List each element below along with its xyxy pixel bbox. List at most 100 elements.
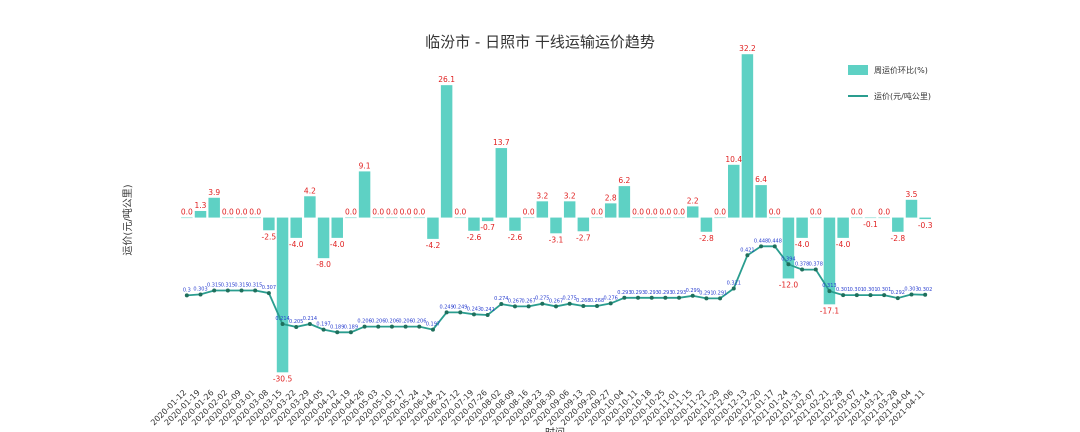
price-point [663, 295, 668, 300]
bar [618, 186, 631, 218]
bar-value-label: 0.0 [646, 208, 658, 217]
bar [276, 217, 289, 373]
price-value-label: 0.315 [221, 282, 235, 288]
bar-value-label: 0.0 [769, 208, 781, 217]
price-point [321, 327, 326, 332]
bar-value-label: -4.0 [795, 240, 810, 249]
price-point [348, 330, 353, 335]
bar [864, 217, 877, 219]
price-value-label: 0.268 [576, 298, 590, 304]
price-point [184, 293, 189, 298]
bar-value-label: 2.8 [605, 193, 617, 202]
price-value-label: 0.293 [658, 290, 672, 296]
bar-value-label: -2.8 [890, 234, 905, 243]
price-point [526, 304, 531, 309]
price-point [608, 301, 613, 306]
bar-value-label: 10.4 [725, 155, 742, 164]
bar-value-label: 0.0 [878, 208, 890, 217]
price-point [417, 324, 422, 329]
chart-title: 临汾市 - 日照市 干线运输运价趋势 [425, 33, 655, 51]
bar-value-label: 3.2 [564, 191, 576, 200]
bar [755, 185, 767, 218]
price-value-label: 0.299 [686, 288, 700, 294]
bar [290, 217, 302, 238]
bar-value-label: 0.0 [523, 208, 535, 217]
price-value-label: 0.321 [727, 280, 741, 286]
price-point [458, 310, 463, 315]
price-value-label: 0.197 [316, 322, 330, 328]
bar [851, 217, 863, 219]
legend-swatch [848, 65, 868, 75]
price-point [759, 244, 764, 249]
price-point [745, 253, 750, 258]
price-value-label: 0.315 [248, 282, 262, 288]
bar [468, 217, 480, 231]
price-point [512, 304, 517, 309]
bar [714, 217, 726, 219]
bar-value-label: 0.0 [236, 208, 248, 217]
bar-value-label: -8.0 [316, 260, 331, 269]
price-value-label: 0.448 [768, 238, 782, 244]
price-point [882, 293, 887, 298]
bar [263, 217, 275, 231]
bar [440, 85, 453, 218]
bar-value-label: -2.6 [508, 233, 523, 242]
price-value-label: 0.291 [699, 290, 713, 296]
bar [550, 217, 562, 234]
bar [659, 217, 672, 219]
price-point [444, 310, 449, 315]
bar-value-label: 0.0 [372, 208, 384, 217]
price-value-label: 0.293 [617, 290, 631, 296]
bar-value-label: -0.3 [918, 221, 933, 230]
bar-value-label: -4.0 [330, 240, 345, 249]
bar-value-label: 1.3 [195, 201, 207, 210]
bar [208, 197, 220, 218]
price-value-label: 0.197 [426, 322, 440, 328]
bar [386, 217, 398, 219]
bar-value-label: -2.5 [262, 232, 277, 241]
price-value-label: 0.291 [713, 290, 727, 296]
bar [905, 199, 918, 218]
price-value-label: 0.307 [262, 285, 276, 291]
bar [892, 217, 904, 232]
price-value-label: 0.293 [672, 290, 686, 296]
price-point [772, 244, 777, 249]
bar [728, 164, 740, 218]
bar-value-label: 0.0 [400, 208, 412, 217]
price-value-label: 0.275 [535, 296, 549, 302]
bar-value-label: -0.7 [480, 223, 495, 232]
price-point [212, 288, 217, 293]
legend-label: 运价(元/吨公里) [874, 91, 931, 101]
bar-value-label: 6.2 [618, 176, 630, 185]
bar [645, 217, 658, 219]
bar-value-label: 0.0 [386, 208, 398, 217]
bar [686, 206, 699, 218]
bar [345, 217, 357, 219]
price-value-label: 0.241 [480, 307, 494, 313]
bar-value-label: 0.0 [591, 208, 603, 217]
price-value-label: 0.313 [822, 283, 836, 289]
bar-value-label: 0.0 [659, 208, 671, 217]
price-point [376, 324, 381, 329]
price-value-label: 0.301 [850, 287, 864, 293]
price-value-label: 0.293 [645, 290, 659, 296]
bar [495, 148, 508, 218]
bar [632, 217, 644, 219]
bar [331, 217, 343, 238]
price-point [389, 324, 394, 329]
price-point [307, 321, 312, 326]
bar-value-label: 0.0 [181, 208, 193, 217]
price-value-label: 0.302 [918, 287, 932, 293]
bar-value-label: -2.8 [699, 234, 714, 243]
price-value-label: 0.292 [891, 290, 905, 296]
bar-value-label: 0.0 [632, 208, 644, 217]
bar-value-label: -4.0 [289, 240, 304, 249]
price-value-label: 0.315 [234, 282, 248, 288]
bar-value-label: 0.0 [345, 208, 357, 217]
price-point [225, 288, 230, 293]
bar [413, 217, 426, 219]
bar-value-label: 26.1 [438, 75, 455, 84]
bar [427, 217, 439, 239]
bar-value-label: 9.1 [359, 161, 371, 170]
